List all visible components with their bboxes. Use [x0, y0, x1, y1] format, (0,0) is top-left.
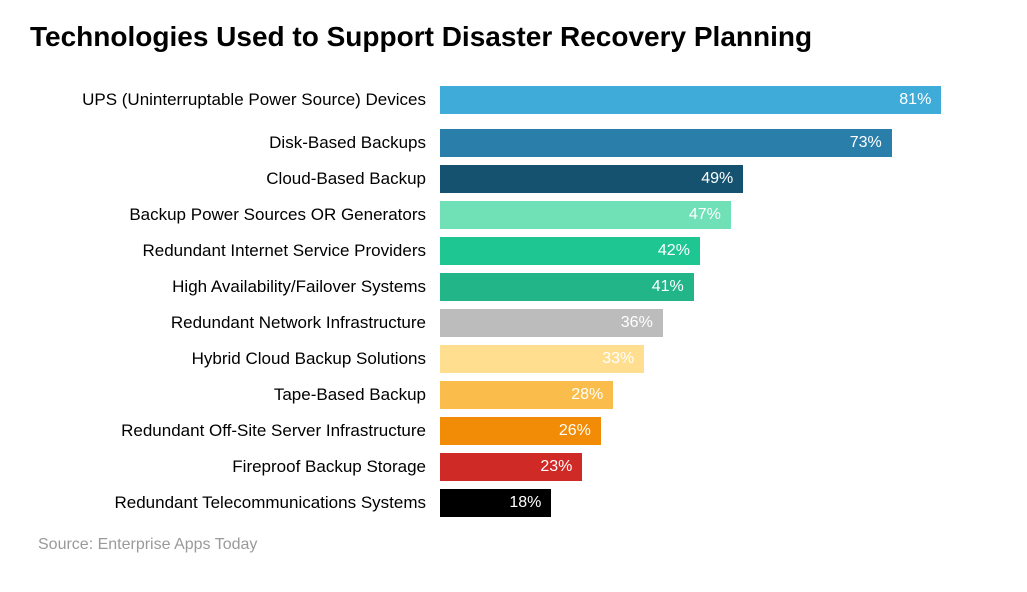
bar-track: 49% [440, 165, 997, 193]
bar-row: UPS (Uninterruptable Power Source) Devic… [30, 78, 997, 122]
bar-row: Redundant Network Infrastructure 36% [30, 308, 997, 338]
bar-fill: 47% [440, 201, 731, 229]
chart-title: Technologies Used to Support Disaster Re… [30, 20, 997, 54]
bar-track: 26% [440, 417, 997, 445]
bar-label: Tape-Based Backup [30, 385, 440, 405]
bar-fill: 36% [440, 309, 663, 337]
bar-track: 73% [440, 129, 997, 157]
bar-row: Disk-Based Backups 73% [30, 128, 997, 158]
bar-track: 33% [440, 345, 997, 373]
bar-value: 42% [658, 242, 690, 260]
bar-label: Redundant Telecommunications Systems [30, 493, 440, 513]
bar-label: UPS (Uninterruptable Power Source) Devic… [30, 90, 440, 110]
bar-fill: 33% [440, 345, 644, 373]
bar-fill: 18% [440, 489, 551, 517]
bar-row: Fireproof Backup Storage 23% [30, 452, 997, 482]
bar-row: Hybrid Cloud Backup Solutions 33% [30, 344, 997, 374]
bar-track: 18% [440, 489, 997, 517]
bar-row: Redundant Telecommunications Systems 18% [30, 488, 997, 518]
bar-value: 33% [602, 350, 634, 368]
bar-fill: 81% [440, 86, 941, 114]
bar-fill: 42% [440, 237, 700, 265]
bar-track: 47% [440, 201, 997, 229]
bar-label: Redundant Off-Site Server Infrastructure [30, 421, 440, 441]
bar-track: 42% [440, 237, 997, 265]
bar-fill: 28% [440, 381, 613, 409]
bar-row: Redundant Off-Site Server Infrastructure… [30, 416, 997, 446]
bar-row: High Availability/Failover Systems 41% [30, 272, 997, 302]
source-attribution: Source: Enterprise Apps Today [30, 536, 997, 554]
bar-value: 18% [509, 494, 541, 512]
bar-row: Backup Power Sources OR Generators 47% [30, 200, 997, 230]
bar-label: Fireproof Backup Storage [30, 457, 440, 477]
bar-label: Disk-Based Backups [30, 133, 440, 153]
bar-label: Cloud-Based Backup [30, 169, 440, 189]
bar-value: 81% [899, 91, 931, 109]
bar-value: 49% [701, 170, 733, 188]
bar-fill: 49% [440, 165, 743, 193]
bar-value: 73% [850, 134, 882, 152]
bar-chart: UPS (Uninterruptable Power Source) Devic… [30, 78, 997, 518]
bar-fill: 41% [440, 273, 694, 301]
bar-fill: 73% [440, 129, 892, 157]
bar-value: 28% [571, 386, 603, 404]
bar-track: 36% [440, 309, 997, 337]
bar-value: 36% [621, 314, 653, 332]
bar-row: Redundant Internet Service Providers 42% [30, 236, 997, 266]
bar-label: High Availability/Failover Systems [30, 277, 440, 297]
bar-value: 26% [559, 422, 591, 440]
bar-row: Cloud-Based Backup 49% [30, 164, 997, 194]
bar-label: Redundant Network Infrastructure [30, 313, 440, 333]
bar-fill: 23% [440, 453, 582, 481]
bar-track: 28% [440, 381, 997, 409]
bar-value: 41% [652, 278, 684, 296]
bar-track: 23% [440, 453, 997, 481]
bar-fill: 26% [440, 417, 601, 445]
bar-value: 23% [540, 458, 572, 476]
bar-label: Hybrid Cloud Backup Solutions [30, 349, 440, 369]
bar-row: Tape-Based Backup 28% [30, 380, 997, 410]
bar-label: Redundant Internet Service Providers [30, 241, 440, 261]
bar-track: 41% [440, 273, 997, 301]
bar-value: 47% [689, 206, 721, 224]
bar-track: 81% [440, 86, 997, 114]
bar-label: Backup Power Sources OR Generators [30, 205, 440, 225]
